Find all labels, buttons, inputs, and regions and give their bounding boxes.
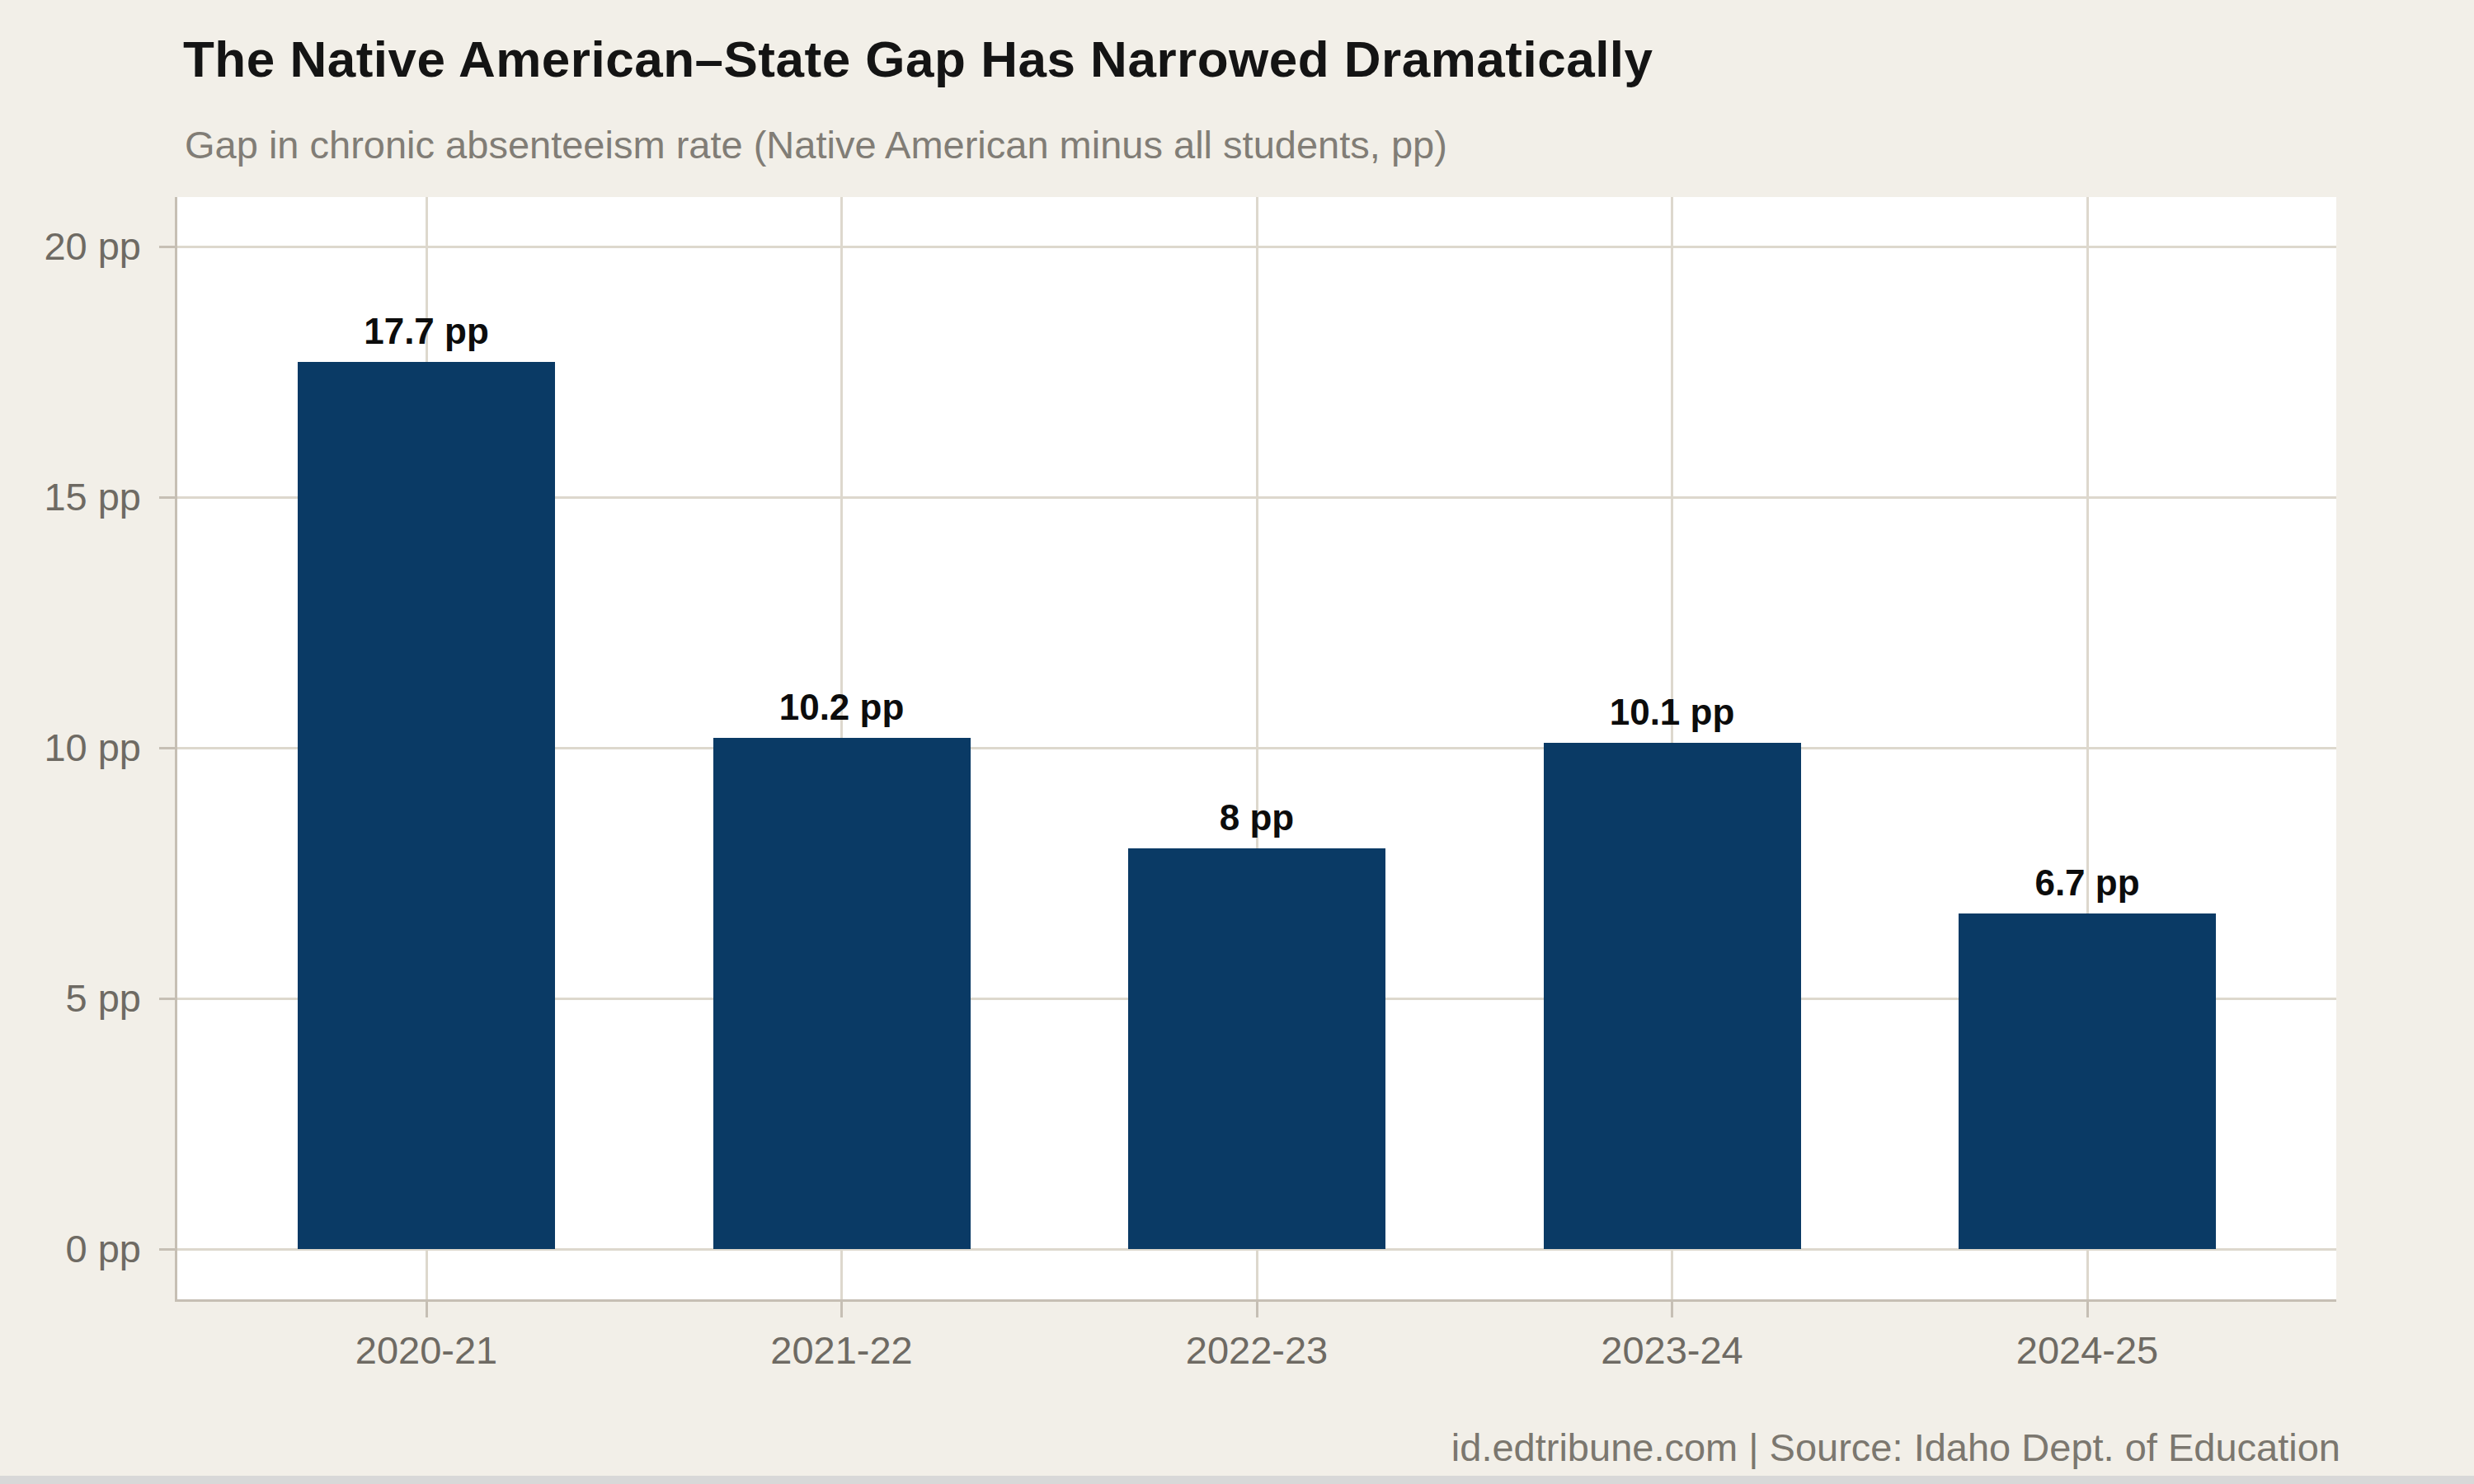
y-tick-mark — [159, 998, 175, 1000]
x-tick-mark — [840, 1302, 843, 1317]
x-tick-label: 2021-22 — [694, 1331, 990, 1369]
y-tick-label: 15 pp — [0, 477, 141, 516]
bar-value-label: 10.2 pp — [669, 688, 1015, 726]
chart-figure: The Native American–State Gap Has Narrow… — [0, 0, 2474, 1484]
x-tick-label: 2022-23 — [1108, 1331, 1405, 1369]
chart-subtitle: Gap in chronic absenteeism rate (Native … — [185, 122, 1447, 167]
bar-value-label: 6.7 pp — [1914, 864, 2260, 902]
y-tick-label: 0 pp — [0, 1229, 141, 1268]
bar-value-label: 8 pp — [1084, 799, 1430, 837]
x-tick-mark — [1256, 1302, 1258, 1317]
bar — [1959, 913, 2216, 1249]
y-tick-label: 5 pp — [0, 979, 141, 1017]
y-axis-line — [175, 197, 177, 1302]
y-tick-mark — [159, 246, 175, 248]
y-tick-mark — [159, 496, 175, 499]
y-tick-mark — [159, 747, 175, 749]
bar — [1544, 743, 1801, 1249]
x-tick-label: 2023-24 — [1524, 1331, 1821, 1369]
y-tick-label: 10 pp — [0, 728, 141, 767]
bar — [1128, 848, 1385, 1249]
y-tick-label: 20 pp — [0, 227, 141, 265]
x-tick-mark — [426, 1302, 428, 1317]
bar-value-label: 17.7 pp — [253, 312, 600, 350]
x-tick-label: 2020-21 — [278, 1331, 575, 1369]
x-tick-mark — [2086, 1302, 2089, 1317]
x-tick-label: 2024-25 — [1939, 1331, 2236, 1369]
plot-area: 0 pp5 pp10 pp15 pp20 pp2020-2117.7 pp202… — [177, 197, 2336, 1299]
x-tick-mark — [1671, 1302, 1673, 1317]
chart-title: The Native American–State Gap Has Narrow… — [183, 30, 1653, 88]
bar — [298, 362, 555, 1249]
bar-value-label: 10.1 pp — [1499, 693, 1846, 731]
bar — [713, 738, 971, 1249]
bottom-strip — [0, 1476, 2474, 1484]
y-tick-mark — [159, 1248, 175, 1251]
source-credit: id.edtribune.com | Source: Idaho Dept. o… — [1451, 1425, 2340, 1470]
